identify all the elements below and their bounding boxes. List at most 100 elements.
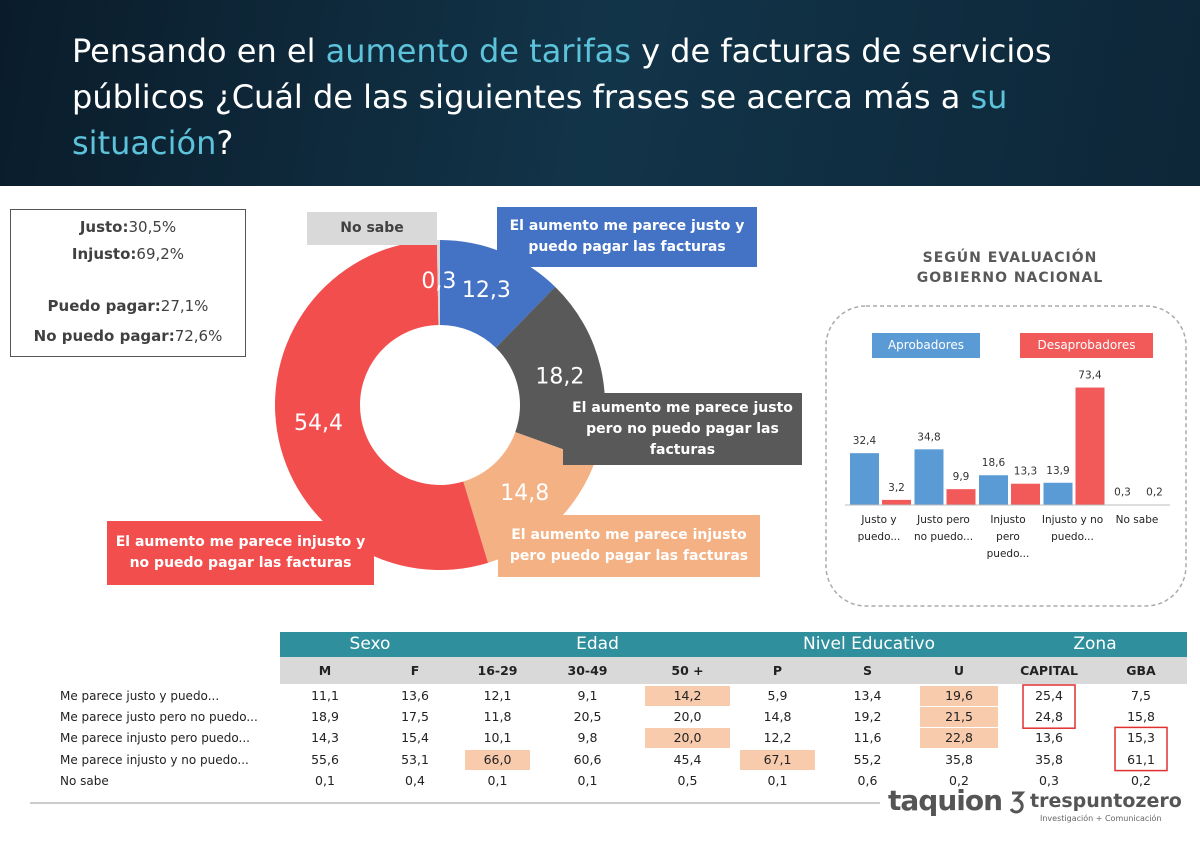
cell-highlight xyxy=(920,728,998,749)
table-cell: 10,1 xyxy=(483,730,512,746)
slice-value-label: 54,4 xyxy=(294,411,343,436)
bar xyxy=(979,475,1008,505)
table-cell: 0,5 xyxy=(677,772,698,788)
bar xyxy=(882,499,911,505)
table-cell: 0,4 xyxy=(405,772,425,788)
table-group-header: Sexo xyxy=(280,632,460,657)
table-cell: 11,1 xyxy=(311,688,339,703)
slice-category-label: El aumento me parece injusto pero puedo … xyxy=(498,515,760,577)
summary-label: Injusto: xyxy=(71,245,137,263)
slice-category-label: El aumento me parece justo pero no puedo… xyxy=(563,393,802,465)
table-cell: 60,6 xyxy=(573,751,602,767)
table-cell: 13,6 xyxy=(401,688,429,703)
row-label: No sabe xyxy=(60,773,109,788)
table-cell: 0,1 xyxy=(767,772,788,788)
table-cell: 9,8 xyxy=(577,730,598,746)
summary-line: Injusto:69,2% xyxy=(11,245,245,263)
table-cell: 20,0 xyxy=(673,709,702,725)
bar-value-label: 3,2 xyxy=(888,482,905,494)
table-cell: 12,2 xyxy=(763,730,792,746)
logo-taquion: taquion xyxy=(888,784,1003,817)
summary-value: 27,1% xyxy=(160,297,209,315)
logo-mark xyxy=(1009,791,1026,814)
cell-highlight xyxy=(740,749,815,770)
summary-value: 69,2% xyxy=(136,245,185,263)
row-label: Me parece justo pero no puedo... xyxy=(60,710,258,725)
table-cell: 67,1 xyxy=(763,751,792,767)
legend-entry: Aprobadores xyxy=(872,333,980,358)
table-cell: 7,5 xyxy=(1131,688,1151,703)
table-cell: 24,8 xyxy=(1035,709,1063,725)
table-group-header: Edad xyxy=(460,632,735,657)
table-column-header: 16-29 xyxy=(460,657,535,684)
table-group-header: Nivel Educativo xyxy=(735,632,1003,657)
table-cell: 15,8 xyxy=(1127,709,1155,725)
donut-slice xyxy=(274,240,489,571)
row-label: Me parece injusto pero puedo... xyxy=(60,731,250,746)
table-cell: 55,2 xyxy=(853,751,882,767)
table-cell: 25,4 xyxy=(1035,688,1063,703)
table-cell: 12,1 xyxy=(483,688,512,703)
table-cell: 45,4 xyxy=(673,751,702,767)
title-segment: y de facturas de servicios públicos ¿Cuá… xyxy=(72,32,1052,116)
table-column-header: M xyxy=(280,657,370,684)
title-segment: Pensando en el xyxy=(72,32,316,70)
summary-label: Justo: xyxy=(79,218,129,236)
row-label: Me parece justo y puedo... xyxy=(60,689,220,703)
table-column-header: 30-49 xyxy=(535,657,640,684)
table-cell: 0,1 xyxy=(577,772,598,788)
table-cell: 20,5 xyxy=(573,709,602,725)
summary-line: No puedo pagar:72,6% xyxy=(11,327,245,345)
bar-category-label: Justo y puedo... xyxy=(857,514,901,543)
table-column-header: P xyxy=(735,657,820,684)
title-segment: situación xyxy=(72,124,217,162)
donut-slice xyxy=(463,432,596,563)
table-cell: 11,8 xyxy=(483,709,512,725)
table-group-header: Zona xyxy=(1003,632,1187,657)
table-cell: 15,4 xyxy=(401,730,429,746)
title: Pensando en el aumento de tarifas y de f… xyxy=(72,28,1152,166)
table-column-header: F xyxy=(370,657,460,684)
logo-trespuntozero: trespuntozero xyxy=(1030,790,1182,812)
title-segment: su xyxy=(970,78,1008,116)
table-cell: 13,6 xyxy=(1035,730,1063,746)
table-cell: 0,2 xyxy=(1131,772,1151,788)
table-cell: 0,6 xyxy=(857,772,878,788)
table-column-header: S xyxy=(820,657,915,684)
summary-value: 30,5% xyxy=(128,218,177,236)
table-cell: 35,8 xyxy=(945,751,973,767)
donut-slice xyxy=(436,240,440,326)
summary-line: Justo:30,5% xyxy=(11,218,245,236)
bar-value-label: 0,3 xyxy=(1114,487,1131,499)
bar-value-label: 34,8 xyxy=(917,431,940,443)
table-cell: 35,8 xyxy=(1035,751,1063,767)
title-segment: aumento de tarifas xyxy=(325,32,631,70)
bar-value-label: 73,4 xyxy=(1078,370,1102,382)
table-column-header: CAPITAL xyxy=(1003,657,1095,684)
slice-value-label: 0,3 xyxy=(421,269,456,294)
table-cell: 22,8 xyxy=(945,730,973,746)
logo-tagline: Investigación + Comunicación xyxy=(1040,814,1162,823)
table-cell: 13,4 xyxy=(853,688,882,703)
table-cell: 18,9 xyxy=(311,709,339,725)
bar xyxy=(946,489,976,505)
summary-label: No puedo pagar: xyxy=(33,327,175,345)
summary-value: 72,6% xyxy=(174,327,223,345)
bar-value-label: 13,3 xyxy=(1014,466,1037,478)
table-cell: 14,8 xyxy=(763,709,792,725)
bar-value-label: 13,9 xyxy=(1046,465,1069,477)
title-segment: ? xyxy=(216,124,234,162)
table-cell: 61,1 xyxy=(1127,751,1155,767)
bar xyxy=(1011,483,1040,505)
table-cell: 66,0 xyxy=(483,751,512,767)
bar-value-label: 9,9 xyxy=(953,471,970,483)
table-cell: 21,5 xyxy=(945,709,973,725)
cell-highlight xyxy=(465,749,530,770)
table-cell: 20,0 xyxy=(673,730,702,746)
table-cell: 0,1 xyxy=(487,772,508,788)
table-cell: 53,1 xyxy=(401,751,429,767)
header: Pensando en el aumento de tarifas y de f… xyxy=(0,0,1200,186)
bar xyxy=(1043,482,1073,505)
row-label: Me parece injusto y no puedo... xyxy=(60,752,249,767)
